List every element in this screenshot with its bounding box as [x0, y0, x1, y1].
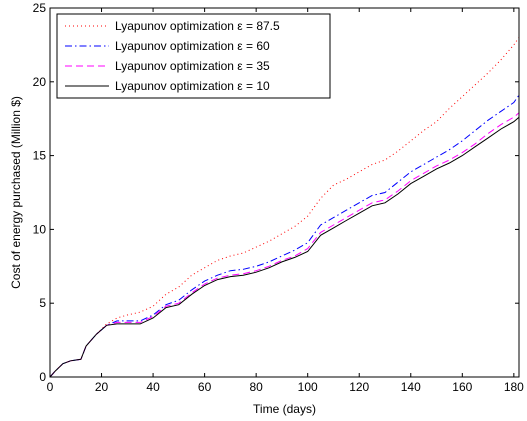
x-tick-label: 80	[249, 380, 263, 394]
x-tick-label: 100	[298, 380, 318, 394]
legend: Lyapunov optimization ε = 87.5 Lyapunov o…	[56, 13, 331, 99]
series-line-2	[49, 94, 520, 378]
legend-label-2: Lyapunov optimization ε = 60	[115, 39, 270, 53]
x-tick-label: 60	[198, 380, 212, 394]
x-tick-label: 0	[47, 380, 54, 394]
x-tick-label: 20	[95, 380, 109, 394]
x-tick-label: 140	[401, 380, 421, 394]
y-axis-label: Cost of energy purchased (Million $)	[9, 96, 23, 289]
x-tick-label: 180	[504, 380, 524, 394]
x-tick-label: 40	[146, 380, 160, 394]
plot-frame	[49, 7, 520, 378]
legend-label-1: Lyapunov optimization ε = 87.5	[115, 19, 280, 33]
x-axis-label: Time (days)	[253, 402, 316, 416]
y-tick-label: 15	[33, 149, 47, 163]
ticks-layer: 0 20 40 60 80 100 120 140 160 180 0 5 10 15 20 25	[33, 1, 525, 394]
y-tick-label: 5	[39, 296, 46, 310]
series-line-1	[49, 37, 520, 378]
series-line-4	[49, 116, 520, 378]
legend-label-4: Lyapunov optimization ε = 10	[115, 79, 270, 93]
y-tick-label: 20	[33, 75, 47, 89]
x-tick-label: 120	[349, 380, 369, 394]
y-tick-label: 0	[39, 370, 46, 384]
series-line-3	[49, 112, 520, 378]
x-tick-label: 160	[452, 380, 472, 394]
series-layer	[49, 37, 520, 378]
legend-box	[56, 13, 331, 99]
legend-label-3: Lyapunov optimization ε = 35	[115, 59, 270, 73]
y-tick-label: 25	[33, 1, 47, 15]
y-tick-label: 10	[33, 222, 47, 236]
